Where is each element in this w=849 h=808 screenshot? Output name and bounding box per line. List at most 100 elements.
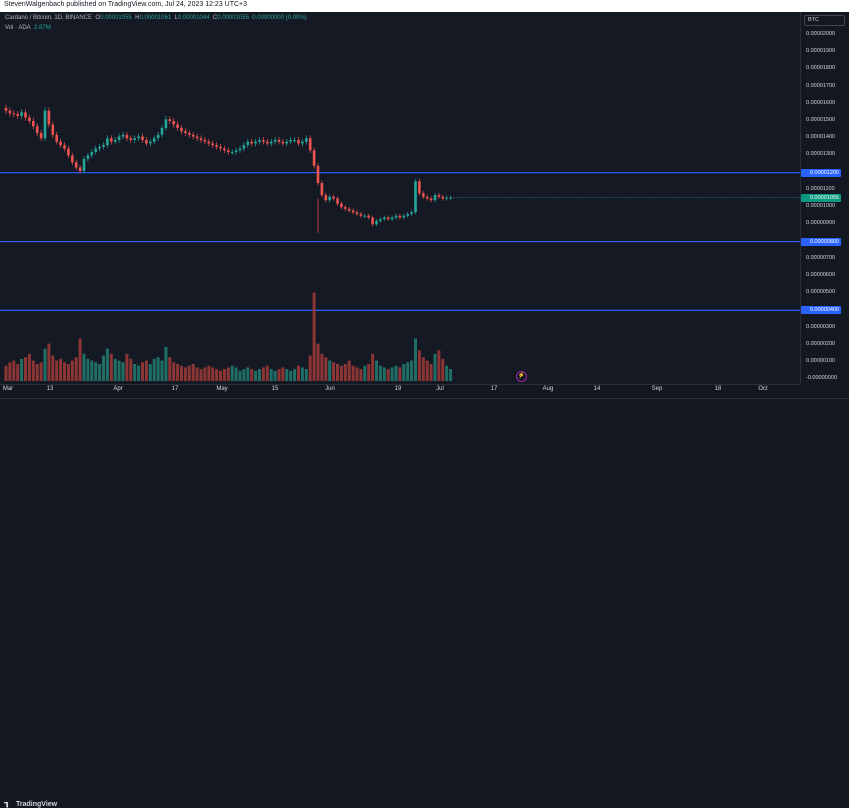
candle bbox=[359, 212, 363, 218]
candle bbox=[195, 133, 199, 142]
volume-bar bbox=[449, 369, 453, 381]
candle bbox=[238, 145, 242, 154]
volume-bar bbox=[328, 360, 332, 381]
candle bbox=[156, 131, 160, 142]
volume-bar bbox=[378, 365, 382, 381]
candle bbox=[386, 215, 390, 222]
chart-area[interactable] bbox=[0, 12, 800, 384]
candle bbox=[137, 133, 140, 142]
currency-badge[interactable]: BTC bbox=[804, 15, 845, 26]
volume-bar bbox=[320, 353, 324, 381]
candle bbox=[375, 218, 378, 227]
candle bbox=[152, 135, 156, 145]
candle bbox=[47, 107, 51, 128]
volume-value: 2.87M bbox=[34, 25, 51, 31]
volume-bar bbox=[82, 353, 86, 381]
candle bbox=[168, 116, 172, 125]
volume-bar bbox=[152, 358, 156, 381]
candle bbox=[433, 192, 437, 203]
price-axis-label: 0.00001500 bbox=[806, 117, 836, 124]
volume-bar bbox=[332, 362, 336, 381]
candle bbox=[35, 123, 39, 137]
volume-bar bbox=[445, 365, 449, 381]
price-axis-label: 0.00000100 bbox=[806, 358, 836, 365]
footer-bar: TradingView bbox=[0, 398, 849, 808]
candle bbox=[55, 131, 58, 145]
candle bbox=[332, 194, 335, 201]
candle bbox=[441, 194, 445, 201]
volume-bar bbox=[35, 364, 39, 381]
volume-bar bbox=[254, 370, 258, 381]
candle bbox=[39, 130, 43, 142]
candle bbox=[289, 137, 292, 145]
time-axis[interactable] bbox=[0, 384, 800, 399]
candle bbox=[8, 107, 12, 117]
candle bbox=[230, 149, 234, 155]
volume-bar bbox=[129, 358, 133, 381]
candle bbox=[160, 124, 164, 138]
volume-bar bbox=[398, 367, 402, 381]
volume-bar bbox=[234, 367, 238, 381]
volume-bar bbox=[273, 370, 277, 381]
symbol-name: Cardano / Bitcoin, 1D, BINANCE bbox=[5, 15, 93, 21]
volume-bar bbox=[55, 360, 59, 381]
candle bbox=[371, 215, 374, 227]
volume-bar bbox=[195, 367, 199, 381]
volume-bar bbox=[51, 355, 55, 381]
price-axis-label: 0.00001800 bbox=[806, 65, 836, 72]
time-axis-label: 17 bbox=[171, 386, 179, 392]
candle bbox=[16, 110, 19, 120]
volume-bar bbox=[176, 364, 180, 381]
volume-bar bbox=[386, 369, 390, 381]
candle bbox=[191, 131, 195, 140]
volume-bar bbox=[219, 370, 222, 381]
candle bbox=[320, 180, 324, 198]
price-tag: 0.00000400 bbox=[801, 306, 841, 315]
time-axis-label: Jun bbox=[325, 386, 335, 392]
volume-bar bbox=[215, 369, 219, 381]
volume-bar bbox=[238, 370, 242, 381]
candle bbox=[149, 138, 152, 147]
open-value: 0.00001055 bbox=[100, 15, 132, 21]
candle bbox=[211, 140, 214, 148]
volume-bar bbox=[429, 364, 433, 381]
tradingview-logo[interactable]: TradingView bbox=[4, 801, 57, 808]
candle bbox=[383, 215, 386, 222]
candle bbox=[406, 212, 409, 218]
candle bbox=[12, 110, 16, 118]
candle bbox=[215, 142, 218, 150]
candle bbox=[367, 213, 370, 220]
volume-bar bbox=[230, 365, 234, 381]
volume-bar bbox=[74, 357, 78, 381]
candle bbox=[347, 206, 351, 213]
volume-bar bbox=[98, 364, 102, 381]
price-tag: 0.00001055 bbox=[801, 193, 841, 202]
price-axis-label: 0.00000200 bbox=[806, 340, 836, 347]
time-axis-label: Mar bbox=[2, 386, 14, 392]
candle bbox=[63, 142, 66, 152]
volume-bar bbox=[16, 364, 20, 381]
price-axis-label: 0.00000500 bbox=[806, 289, 836, 296]
time-axis-label: 19 bbox=[394, 386, 402, 392]
volume-bar bbox=[78, 338, 82, 381]
price-axis-label: 0.00000900 bbox=[806, 220, 836, 227]
volume-bar bbox=[105, 348, 109, 381]
volume-bar bbox=[406, 362, 410, 381]
lightning-icon[interactable]: ⚡ bbox=[516, 371, 527, 382]
candle bbox=[145, 137, 148, 147]
candle bbox=[445, 195, 448, 201]
volume-bar bbox=[207, 365, 211, 381]
time-axis-label: May bbox=[216, 386, 228, 392]
volume-bar bbox=[250, 369, 254, 381]
time-axis-label: 14 bbox=[593, 386, 601, 392]
volume-bar bbox=[289, 370, 293, 381]
candle bbox=[297, 137, 300, 147]
volume-bar bbox=[8, 362, 12, 381]
price-tag: 0.00001200 bbox=[801, 168, 841, 177]
candle bbox=[51, 121, 55, 138]
volume-bar bbox=[355, 367, 359, 381]
candle bbox=[316, 163, 320, 186]
candlestick-chart bbox=[0, 104, 800, 381]
candle bbox=[125, 131, 129, 142]
candle bbox=[390, 215, 394, 222]
